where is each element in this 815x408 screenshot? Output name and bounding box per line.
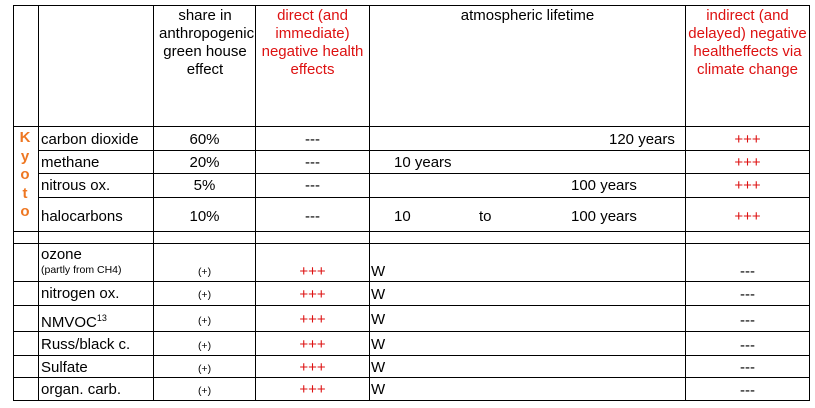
grid-line	[38, 197, 809, 198]
direct-value: +++	[299, 381, 326, 398]
substance-name: Russ/black c.	[41, 336, 131, 353]
grid-line	[38, 5, 39, 401]
lifetime-to-word: to	[479, 208, 492, 225]
lifetime-value: W	[371, 381, 386, 398]
kyoto-letter: o	[20, 203, 30, 220]
substance-name: nitrogen ox.	[41, 285, 120, 302]
share-value: 60%	[189, 131, 220, 148]
indirect-value: ---	[740, 382, 755, 399]
grid-line	[13, 231, 810, 232]
kyoto-label: K y o t o	[13, 129, 37, 222]
share-value: (+)	[197, 315, 212, 327]
indirect-value: +++	[734, 208, 761, 225]
share-value: (+)	[197, 363, 212, 375]
share-value: 5%	[193, 177, 216, 194]
indirect-value: ---	[740, 359, 755, 376]
direct-value: +++	[299, 286, 326, 303]
grid-line	[13, 400, 810, 401]
grid-line	[369, 5, 370, 401]
indirect-value: ---	[740, 312, 755, 329]
lifetime-value: W	[371, 359, 386, 376]
direct-value: ---	[305, 208, 320, 225]
header-share: share in anthropogenic green house effec…	[159, 7, 255, 78]
lifetime-value: W	[371, 311, 386, 328]
gas-name: nitrous ox.	[41, 177, 111, 194]
direct-value: +++	[299, 336, 326, 353]
indirect-value: +++	[734, 131, 761, 148]
grid-line	[13, 126, 810, 127]
grid-line	[153, 5, 154, 401]
lifetime-value: W	[371, 286, 386, 303]
lifetime-from: 10	[394, 208, 411, 225]
lifetime-value: 120 years	[609, 131, 675, 148]
share-value: 20%	[189, 154, 220, 171]
share-value: (+)	[197, 266, 212, 278]
footnote-ref: 13	[96, 313, 107, 323]
header-direct: direct (and immediate) negative health e…	[261, 7, 364, 78]
share-value: (+)	[197, 385, 212, 397]
direct-value: +++	[299, 311, 326, 328]
header-lifetime: atmospheric lifetime	[460, 7, 595, 24]
share-value: (+)	[197, 289, 212, 301]
lifetime-value: 100 years	[571, 177, 637, 194]
lifetime-to: 100 years	[571, 208, 637, 225]
gas-name: methane	[41, 154, 100, 171]
lifetime-value: W	[371, 263, 386, 280]
direct-value: +++	[299, 263, 326, 280]
substance-name: organ. carb.	[41, 381, 122, 398]
grid-line	[38, 173, 809, 174]
lifetime-value: 10 years	[394, 154, 452, 171]
indirect-value: +++	[734, 154, 761, 171]
grid-line	[13, 377, 810, 378]
indirect-value: +++	[734, 177, 761, 194]
gas-name: halocarbons	[41, 208, 123, 225]
substance-label: NMVOC	[41, 314, 97, 331]
grid-line	[685, 5, 686, 401]
greenhouse-gas-table: share in anthropogenic green house effec…	[13, 5, 810, 401]
grid-line	[255, 5, 256, 401]
grid-line	[38, 150, 809, 151]
direct-value: +++	[299, 359, 326, 376]
grid-line	[13, 355, 810, 356]
grid-line	[13, 281, 810, 282]
direct-value: ---	[305, 131, 320, 148]
kyoto-letter: y	[20, 147, 30, 165]
grid-line	[13, 5, 14, 401]
header-indirect: indirect (and delayed) negative healthef…	[688, 7, 807, 78]
share-value: 10%	[189, 208, 220, 225]
substance-name: NMVOC13	[41, 310, 107, 331]
kyoto-letter: K	[19, 129, 31, 146]
grid-line	[13, 305, 810, 306]
direct-value: ---	[305, 177, 320, 194]
direct-value: ---	[305, 154, 320, 171]
share-value: (+)	[197, 340, 212, 352]
lifetime-value: W	[371, 336, 386, 353]
gas-name: carbon dioxide	[41, 131, 139, 148]
grid-line	[13, 331, 810, 332]
kyoto-letter: o	[20, 166, 30, 183]
grid-line	[809, 5, 810, 401]
grid-line	[13, 243, 810, 244]
kyoto-letter: t	[22, 184, 28, 202]
indirect-value: ---	[740, 286, 755, 303]
substance-name: ozone	[41, 246, 82, 263]
substance-note: (partly from CH4)	[41, 264, 122, 276]
indirect-value: ---	[740, 263, 755, 280]
indirect-value: ---	[740, 337, 755, 354]
substance-name: Sulfate	[41, 359, 88, 376]
grid-line	[13, 5, 810, 6]
